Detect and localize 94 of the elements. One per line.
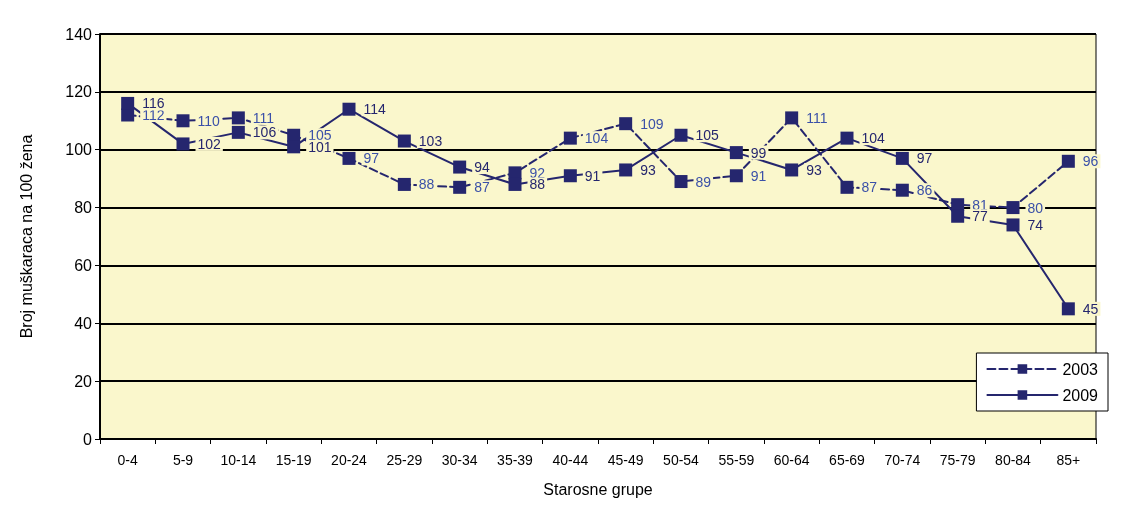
x-tick-label: 35-39 xyxy=(497,452,534,468)
data-label: 93 xyxy=(640,161,656,178)
data-label: 93 xyxy=(806,161,822,178)
x-tick-label: 15-19 xyxy=(275,452,312,468)
data-label: 86 xyxy=(916,182,933,199)
y-tick-label: 120 xyxy=(65,83,93,101)
y-tick-label: 0 xyxy=(83,430,93,448)
data-label: 110 xyxy=(197,112,221,129)
x-tick-label: 65-69 xyxy=(829,452,866,468)
point xyxy=(1006,218,1020,232)
point xyxy=(563,169,577,183)
data-label: 91 xyxy=(584,167,601,184)
x-tick-label: 70-74 xyxy=(884,452,921,468)
legend-label: 2009 xyxy=(1062,386,1099,404)
x-tick-label: 40-44 xyxy=(552,452,589,468)
point xyxy=(121,96,135,110)
data-label: 87 xyxy=(861,179,878,196)
point xyxy=(895,183,909,197)
data-label: 99 xyxy=(750,144,767,161)
point xyxy=(176,137,190,151)
point xyxy=(895,151,909,165)
point xyxy=(1006,201,1020,215)
x-tick-label: 30-34 xyxy=(441,452,478,468)
data-label: 87 xyxy=(474,179,490,196)
point xyxy=(231,125,245,139)
point xyxy=(508,166,522,180)
data-label: 102 xyxy=(197,135,222,152)
data-label: 103 xyxy=(418,133,443,150)
data-label: 89 xyxy=(695,173,712,190)
point xyxy=(563,131,577,145)
x-tick-label: 45-49 xyxy=(607,452,644,468)
point xyxy=(397,134,411,148)
point xyxy=(674,175,688,189)
point xyxy=(453,160,467,174)
point xyxy=(785,163,799,177)
point xyxy=(231,111,245,125)
data-label: 96 xyxy=(1082,153,1099,170)
x-tick-label: 85+ xyxy=(1056,452,1081,468)
point xyxy=(619,117,633,131)
point xyxy=(287,140,301,154)
point xyxy=(508,177,522,191)
x-tick-label: 75-79 xyxy=(939,452,976,468)
y-tick-label: 140 xyxy=(65,25,93,43)
x-tick-label: 20-24 xyxy=(331,452,368,468)
point xyxy=(840,131,854,145)
x-tick-label: 60-64 xyxy=(773,452,810,468)
y-axis-title: Broj muškaraca na 100 žena xyxy=(17,134,35,339)
x-tick-label: 5-9 xyxy=(172,452,194,468)
data-label: 74 xyxy=(1027,216,1044,233)
data-label: 97 xyxy=(916,150,933,167)
data-label: 104 xyxy=(584,130,609,147)
x-tick-label: 10-14 xyxy=(220,452,257,468)
legend-label: 2003 xyxy=(1062,360,1099,378)
data-label: 112 xyxy=(142,107,165,123)
data-label: 109 xyxy=(640,115,664,132)
point xyxy=(176,114,190,128)
data-label: 106 xyxy=(252,124,277,141)
y-tick-label: 100 xyxy=(65,141,93,159)
point xyxy=(951,209,965,223)
x-tick-label: 80-84 xyxy=(995,452,1032,468)
point xyxy=(729,169,743,183)
point xyxy=(1061,302,1075,316)
data-label: 88 xyxy=(418,176,435,193)
x-axis-title: Starosne grupe xyxy=(543,480,653,498)
point xyxy=(729,146,743,160)
y-tick-label: 20 xyxy=(74,372,93,390)
point xyxy=(951,198,965,212)
x-tick-label: 50-54 xyxy=(663,452,700,468)
y-tick-label: 60 xyxy=(74,256,93,274)
data-label: 97 xyxy=(363,150,380,167)
data-label: 104 xyxy=(861,130,886,147)
point xyxy=(674,128,688,142)
point xyxy=(785,111,799,125)
point xyxy=(453,180,467,194)
point xyxy=(121,108,135,122)
point xyxy=(342,151,356,165)
data-label: 80 xyxy=(1027,199,1044,216)
data-label: 45 xyxy=(1082,300,1099,317)
data-label: 91 xyxy=(750,167,767,184)
data-label: 94 xyxy=(474,159,490,176)
point xyxy=(840,180,854,194)
point xyxy=(619,163,633,177)
x-tick-label: 25-29 xyxy=(386,452,423,468)
point xyxy=(342,102,356,116)
data-label: 105 xyxy=(695,127,720,144)
x-tick-label: 0-4 xyxy=(117,452,138,468)
data-label: 111 xyxy=(252,109,275,126)
data-label: 114 xyxy=(363,101,387,118)
y-tick-label: 40 xyxy=(74,314,93,332)
x-tick-label: 55-59 xyxy=(718,452,755,468)
data-label: 111 xyxy=(806,109,828,126)
y-tick-label: 80 xyxy=(74,199,93,217)
point xyxy=(397,177,411,191)
point xyxy=(1061,154,1075,168)
